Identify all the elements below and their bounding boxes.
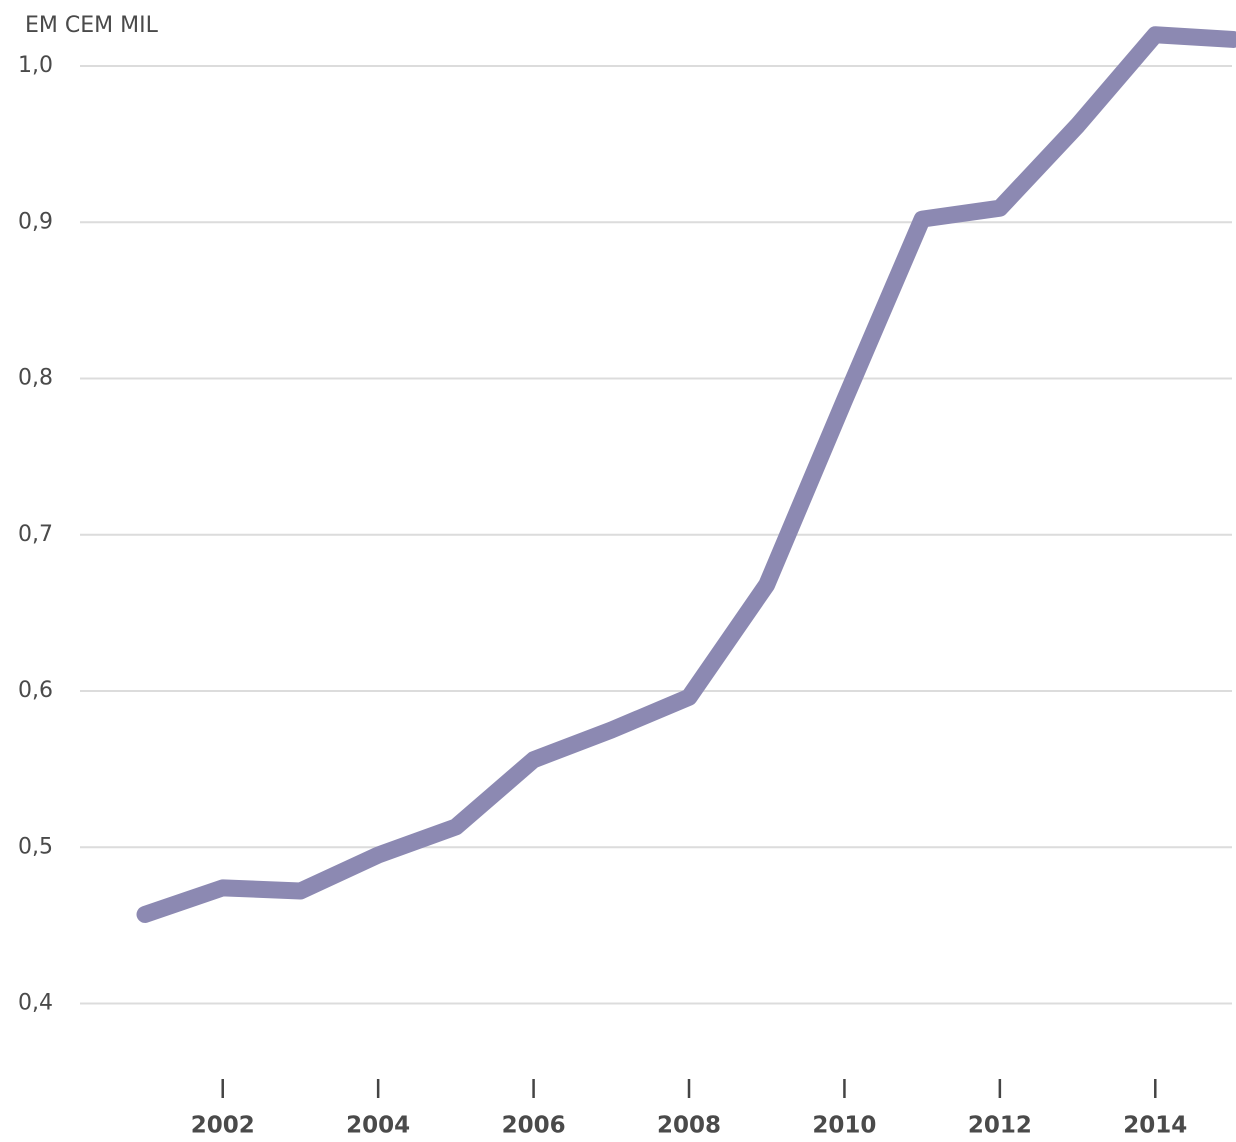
- y-tick-label: 0,5: [18, 834, 53, 859]
- data-line: [136, 26, 1236, 923]
- y-axis-label: EM CEM MIL: [25, 13, 159, 38]
- x-tick-label: 2012: [968, 1113, 1032, 1139]
- y-tick-label: 0,7: [18, 522, 53, 547]
- y-tick-label: 0,6: [18, 678, 53, 703]
- x-tick-label: 2008: [657, 1113, 721, 1139]
- x-tick-label: 2002: [191, 1113, 255, 1139]
- y-tick-label: 0,4: [18, 991, 53, 1016]
- x-tick-label: 2006: [502, 1113, 566, 1139]
- y-tick-label: 0,9: [18, 209, 53, 234]
- y-tick-label: 0,8: [18, 366, 53, 391]
- x-tick-label: 2010: [812, 1113, 876, 1139]
- y-tick-label: 1,0: [18, 53, 53, 78]
- x-tick-label: 2014: [1123, 1113, 1187, 1139]
- x-tick-label: 2004: [346, 1113, 410, 1139]
